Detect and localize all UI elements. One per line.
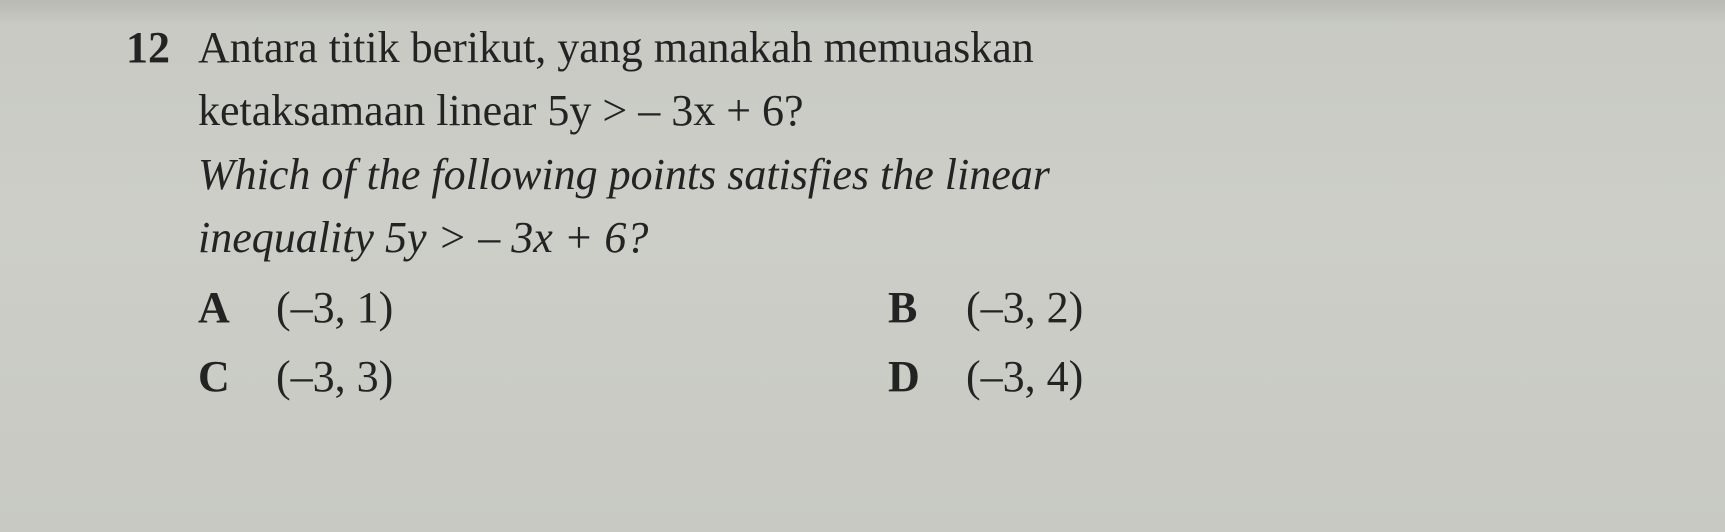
option-b-value: (–3, 2) bbox=[966, 278, 1083, 337]
page: 12 Antara titik berikut, yang manakah me… bbox=[0, 0, 1725, 532]
option-a-letter: A bbox=[198, 278, 242, 337]
option-b: B (–3, 2) bbox=[888, 278, 1518, 337]
option-d-value: (–3, 4) bbox=[966, 347, 1083, 406]
option-c-letter: C bbox=[198, 347, 242, 406]
malay-line-1: Antara titik berikut, yang manakah memua… bbox=[198, 18, 1665, 77]
english-line-2: inequality 5y > – 3x + 6? bbox=[198, 208, 1665, 267]
question-body: Antara titik berikut, yang manakah memua… bbox=[198, 18, 1665, 406]
malay-inequality-expression: 5y > – 3x + 6? bbox=[547, 86, 803, 135]
option-c: C (–3, 3) bbox=[198, 347, 828, 406]
question-number: 12 bbox=[90, 18, 198, 77]
option-d: D (–3, 4) bbox=[888, 347, 1518, 406]
english-line-2-prefix: inequality bbox=[198, 213, 385, 262]
option-c-value: (–3, 3) bbox=[276, 347, 393, 406]
option-b-letter: B bbox=[888, 278, 932, 337]
option-a: A (–3, 1) bbox=[198, 278, 828, 337]
options-grid: A (–3, 1) B (–3, 2) C (–3, 3) D (–3, 4) bbox=[198, 278, 1518, 407]
question-block: 12 Antara titik berikut, yang manakah me… bbox=[90, 18, 1665, 406]
english-inequality-expression: 5y > – 3x + 6? bbox=[385, 213, 648, 262]
option-d-letter: D bbox=[888, 347, 932, 406]
option-a-value: (–3, 1) bbox=[276, 278, 393, 337]
malay-line-2: ketaksamaan linear 5y > – 3x + 6? bbox=[198, 81, 1665, 140]
malay-line-2-prefix: ketaksamaan linear bbox=[198, 86, 547, 135]
english-line-1: Which of the following points satisfies … bbox=[198, 145, 1665, 204]
